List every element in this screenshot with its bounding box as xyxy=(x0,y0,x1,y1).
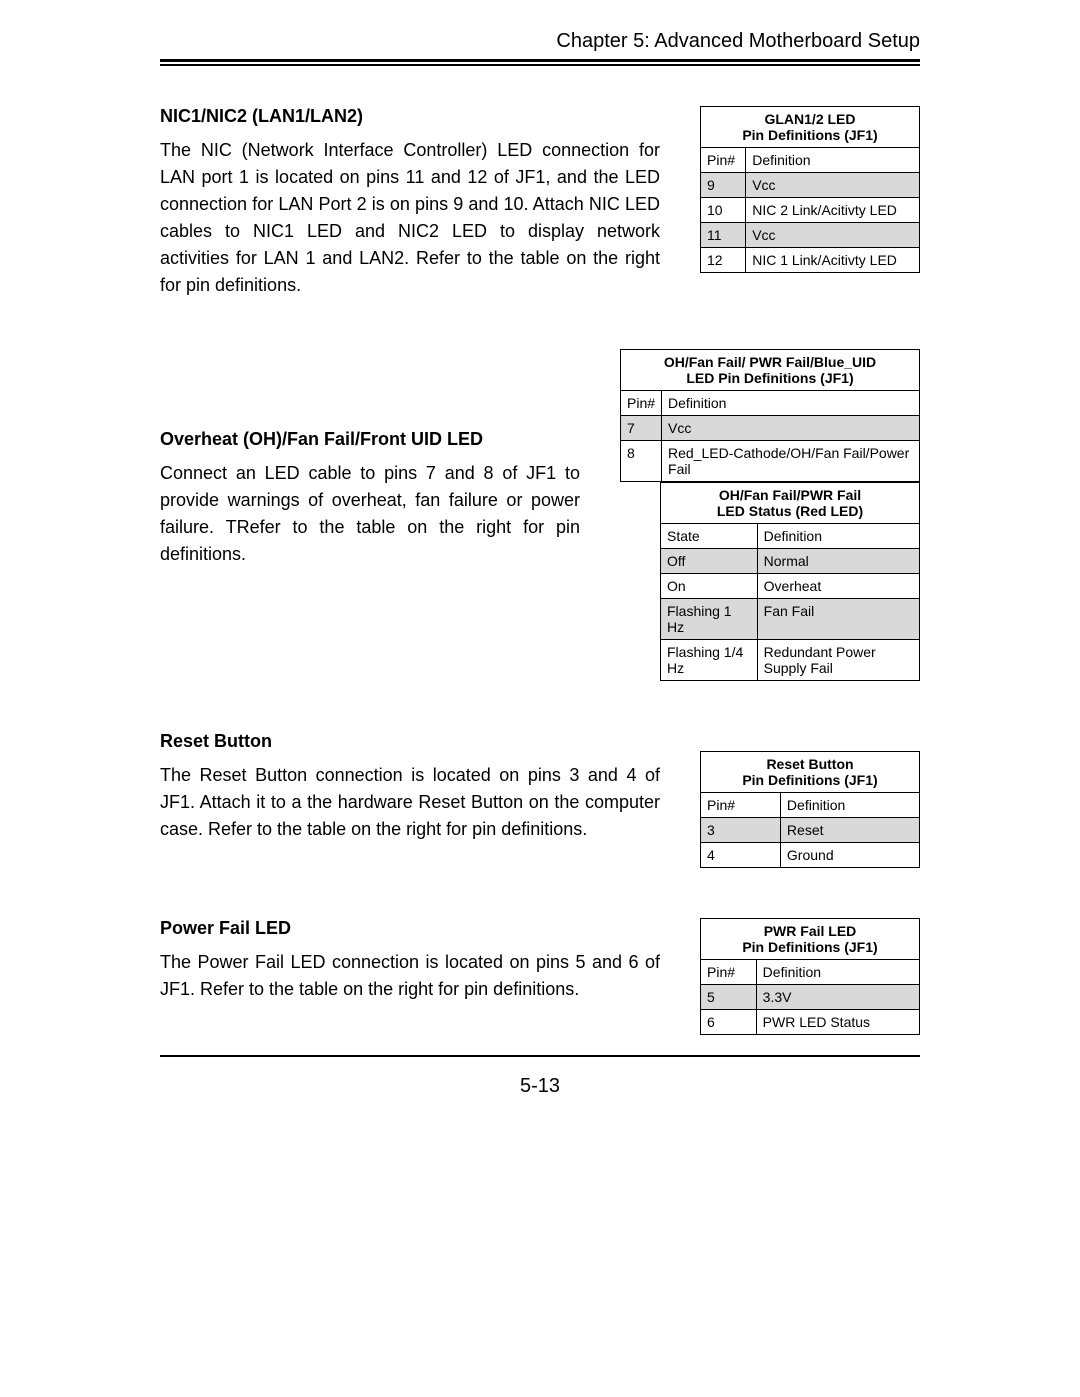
glan-title: GLAN1/2 LED Pin Definitions (JF1) xyxy=(701,107,920,148)
section-nic-table-col: GLAN1/2 LED Pin Definitions (JF1) Pin# D… xyxy=(700,106,920,273)
oh-heading: Overheat (OH)/Fan Fail/Front UID LED xyxy=(160,429,580,450)
glan-r3-def: NIC 1 Link/Acitivty LED xyxy=(746,248,920,273)
ohpins-r0-def: Vcc xyxy=(662,416,920,441)
nic-body: The NIC (Network Interface Controller) L… xyxy=(160,137,660,299)
pwrfail-body: The Power Fail LED connection is located… xyxy=(160,949,660,1003)
section-nic-text: NIC1/NIC2 (LAN1/LAN2) The NIC (Network I… xyxy=(160,106,660,299)
glan-col1: Pin# xyxy=(701,148,746,173)
chapter-header: Chapter 5: Advanced Motherboard Setup xyxy=(160,30,920,53)
pwrfail-r1-pin: 6 xyxy=(701,1010,757,1035)
glan-r2-pin: 11 xyxy=(701,223,746,248)
pwrfail-title-l1: PWR Fail LED xyxy=(764,923,857,939)
ohstatus-r3-d: Redundant Power Supply Fail xyxy=(757,640,919,681)
reset-title-l2: Pin Definitions (JF1) xyxy=(742,772,877,788)
reset-body: The Reset Button connection is located o… xyxy=(160,762,660,843)
ohpins-r0-pin: 7 xyxy=(621,416,662,441)
ohpins-r1-def: Red_LED-Cathode/OH/Fan Fail/Power Fail xyxy=(662,441,920,482)
footer-rule xyxy=(160,1055,920,1057)
ohstatus-r0-s: Off xyxy=(661,549,758,574)
pwrfail-r0-def: 3.3V xyxy=(756,985,919,1010)
section-pwrfail-table-col: PWR Fail LED Pin Definitions (JF1) Pin# … xyxy=(700,918,920,1035)
pwrfail-r1-def: PWR LED Status xyxy=(756,1010,919,1035)
glan-r1-def: NIC 2 Link/Acitivty LED xyxy=(746,198,920,223)
ohstatus-r3-s: Flashing 1/4 Hz xyxy=(661,640,758,681)
section-oh: Overheat (OH)/Fan Fail/Front UID LED Con… xyxy=(160,349,920,681)
ohpins-r1-pin: 8 xyxy=(621,441,662,482)
nic-heading: NIC1/NIC2 (LAN1/LAN2) xyxy=(160,106,660,127)
section-reset-table-col: Reset Button Pin Definitions (JF1) Pin# … xyxy=(700,751,920,868)
pwrfail-col2: Definition xyxy=(756,960,919,985)
ohpins-title: OH/Fan Fail/ PWR Fail/Blue_UID LED Pin D… xyxy=(621,350,920,391)
page: Chapter 5: Advanced Motherboard Setup NI… xyxy=(0,0,1080,1397)
header-rule xyxy=(160,59,920,66)
reset-title-l1: Reset Button xyxy=(766,756,853,772)
ohstatus-title-l2: LED Status (Red LED) xyxy=(717,503,863,519)
section-pwrfail: Power Fail LED The Power Fail LED connec… xyxy=(160,918,920,1035)
glan-r2-def: Vcc xyxy=(746,223,920,248)
section-oh-text: Overheat (OH)/Fan Fail/Front UID LED Con… xyxy=(160,349,580,568)
ohpins-title-l2: LED Pin Definitions (JF1) xyxy=(686,370,853,386)
ohstatus-r0-d: Normal xyxy=(757,549,919,574)
pwrfail-heading: Power Fail LED xyxy=(160,918,660,939)
reset-r1-pin: 4 xyxy=(701,843,781,868)
ohstatus-r2-s: Flashing 1 Hz xyxy=(661,599,758,640)
reset-r0-pin: 3 xyxy=(701,818,781,843)
ohstatus-table: OH/Fan Fail/PWR Fail LED Status (Red LED… xyxy=(660,482,920,681)
oh-body: Connect an LED cable to pins 7 and 8 of … xyxy=(160,460,580,568)
ohstatus-col1: State xyxy=(661,524,758,549)
glan-table: GLAN1/2 LED Pin Definitions (JF1) Pin# D… xyxy=(700,106,920,273)
ohstatus-r1-s: On xyxy=(661,574,758,599)
ohpins-title-l1: OH/Fan Fail/ PWR Fail/Blue_UID xyxy=(664,354,876,370)
pwrfail-r0-pin: 5 xyxy=(701,985,757,1010)
section-pwrfail-text: Power Fail LED The Power Fail LED connec… xyxy=(160,918,660,1003)
reset-col2: Definition xyxy=(780,793,919,818)
ohstatus-col2: Definition xyxy=(757,524,919,549)
reset-table: Reset Button Pin Definitions (JF1) Pin# … xyxy=(700,751,920,868)
reset-heading: Reset Button xyxy=(160,731,660,752)
ohstatus-title-l1: OH/Fan Fail/PWR Fail xyxy=(719,487,861,503)
glan-col2: Definition xyxy=(746,148,920,173)
ohstatus-r1-d: Overheat xyxy=(757,574,919,599)
reset-col1: Pin# xyxy=(701,793,781,818)
glan-r0-def: Vcc xyxy=(746,173,920,198)
ohpins-table: OH/Fan Fail/ PWR Fail/Blue_UID LED Pin D… xyxy=(620,349,920,482)
reset-r0-def: Reset xyxy=(780,818,919,843)
pwrfail-table: PWR Fail LED Pin Definitions (JF1) Pin# … xyxy=(700,918,920,1035)
reset-r1-def: Ground xyxy=(780,843,919,868)
glan-title-l2: Pin Definitions (JF1) xyxy=(742,127,877,143)
ohpins-col1: Pin# xyxy=(621,391,662,416)
section-reset-text: Reset Button The Reset Button connection… xyxy=(160,731,660,843)
reset-title: Reset Button Pin Definitions (JF1) xyxy=(701,752,920,793)
glan-r1-pin: 10 xyxy=(701,198,746,223)
ohpins-col2: Definition xyxy=(662,391,920,416)
pwrfail-title: PWR Fail LED Pin Definitions (JF1) xyxy=(701,919,920,960)
glan-r3-pin: 12 xyxy=(701,248,746,273)
section-oh-tables: OH/Fan Fail/ PWR Fail/Blue_UID LED Pin D… xyxy=(620,349,920,681)
glan-r0-pin: 9 xyxy=(701,173,746,198)
page-number: 5-13 xyxy=(160,1075,920,1098)
ohstatus-title: OH/Fan Fail/PWR Fail LED Status (Red LED… xyxy=(661,483,920,524)
section-nic: NIC1/NIC2 (LAN1/LAN2) The NIC (Network I… xyxy=(160,106,920,299)
glan-title-l1: GLAN1/2 LED xyxy=(764,111,855,127)
ohstatus-r2-d: Fan Fail xyxy=(757,599,919,640)
pwrfail-col1: Pin# xyxy=(701,960,757,985)
pwrfail-title-l2: Pin Definitions (JF1) xyxy=(742,939,877,955)
section-reset: Reset Button The Reset Button connection… xyxy=(160,731,920,868)
ohstatus-wrap: OH/Fan Fail/PWR Fail LED Status (Red LED… xyxy=(660,482,920,681)
